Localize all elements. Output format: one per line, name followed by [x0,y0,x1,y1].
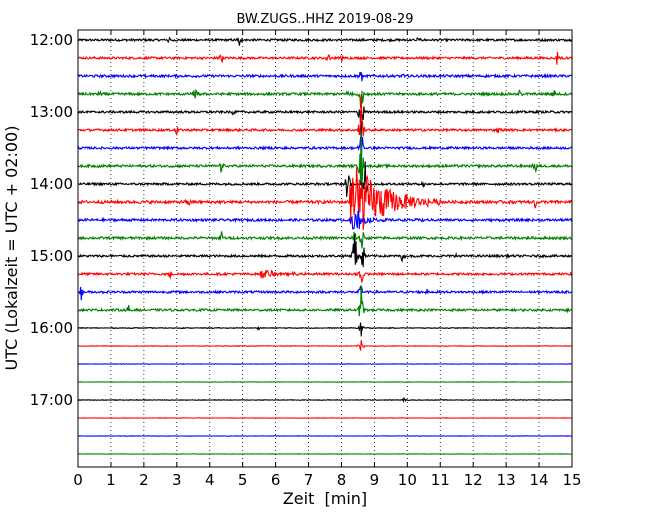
x-tick-label: 1 [106,471,116,489]
x-tick-label: 10 [398,471,417,489]
trace-row [78,286,572,300]
x-tick-label: 3 [172,471,182,489]
x-tick-label: 2 [139,471,149,489]
x-axis-label: Zeit [min] [283,489,367,508]
y-tick-label: 16:00 [30,319,73,337]
trace-row [78,106,572,144]
x-tick-label: 8 [337,471,347,489]
chart-title: BW.ZUGS..HHZ 2019-08-29 [236,12,413,27]
trace-row [78,323,572,337]
trace-row [78,52,572,65]
y-tick-label: 14:00 [30,175,73,193]
x-tick-label: 12 [464,471,483,489]
trace-row [78,90,572,108]
x-tick-label: 7 [304,471,314,489]
trace-row [78,340,572,350]
trace-row [78,398,572,401]
x-tick-label: 0 [73,471,83,489]
y-tick-label: 13:00 [30,103,73,121]
x-tick-label: 5 [238,471,248,489]
trace-row [78,72,572,81]
x-tick-label: 6 [271,471,281,489]
trace-row [78,271,572,282]
trace-row [78,38,572,46]
trace-row [78,130,572,187]
trace-row [78,211,572,230]
trace-row [78,231,572,248]
y-axis-label: UTC (Lokalzeit = UTC + 02:00) [2,126,21,371]
y-tick-label: 12:00 [30,31,73,49]
x-tick-label: 15 [562,471,581,489]
trace-row [78,94,572,136]
traces-clip-group [78,38,572,454]
y-tick-label: 17:00 [30,391,73,409]
trace-row [78,285,572,316]
x-tick-label: 9 [370,471,380,489]
x-tick-label: 13 [497,471,516,489]
x-tick-label: 4 [205,471,215,489]
seismic-traces [78,38,572,454]
y-tick-label: 15:00 [30,247,73,265]
x-tick-label: 11 [431,471,450,489]
x-tick-label: 14 [530,471,549,489]
